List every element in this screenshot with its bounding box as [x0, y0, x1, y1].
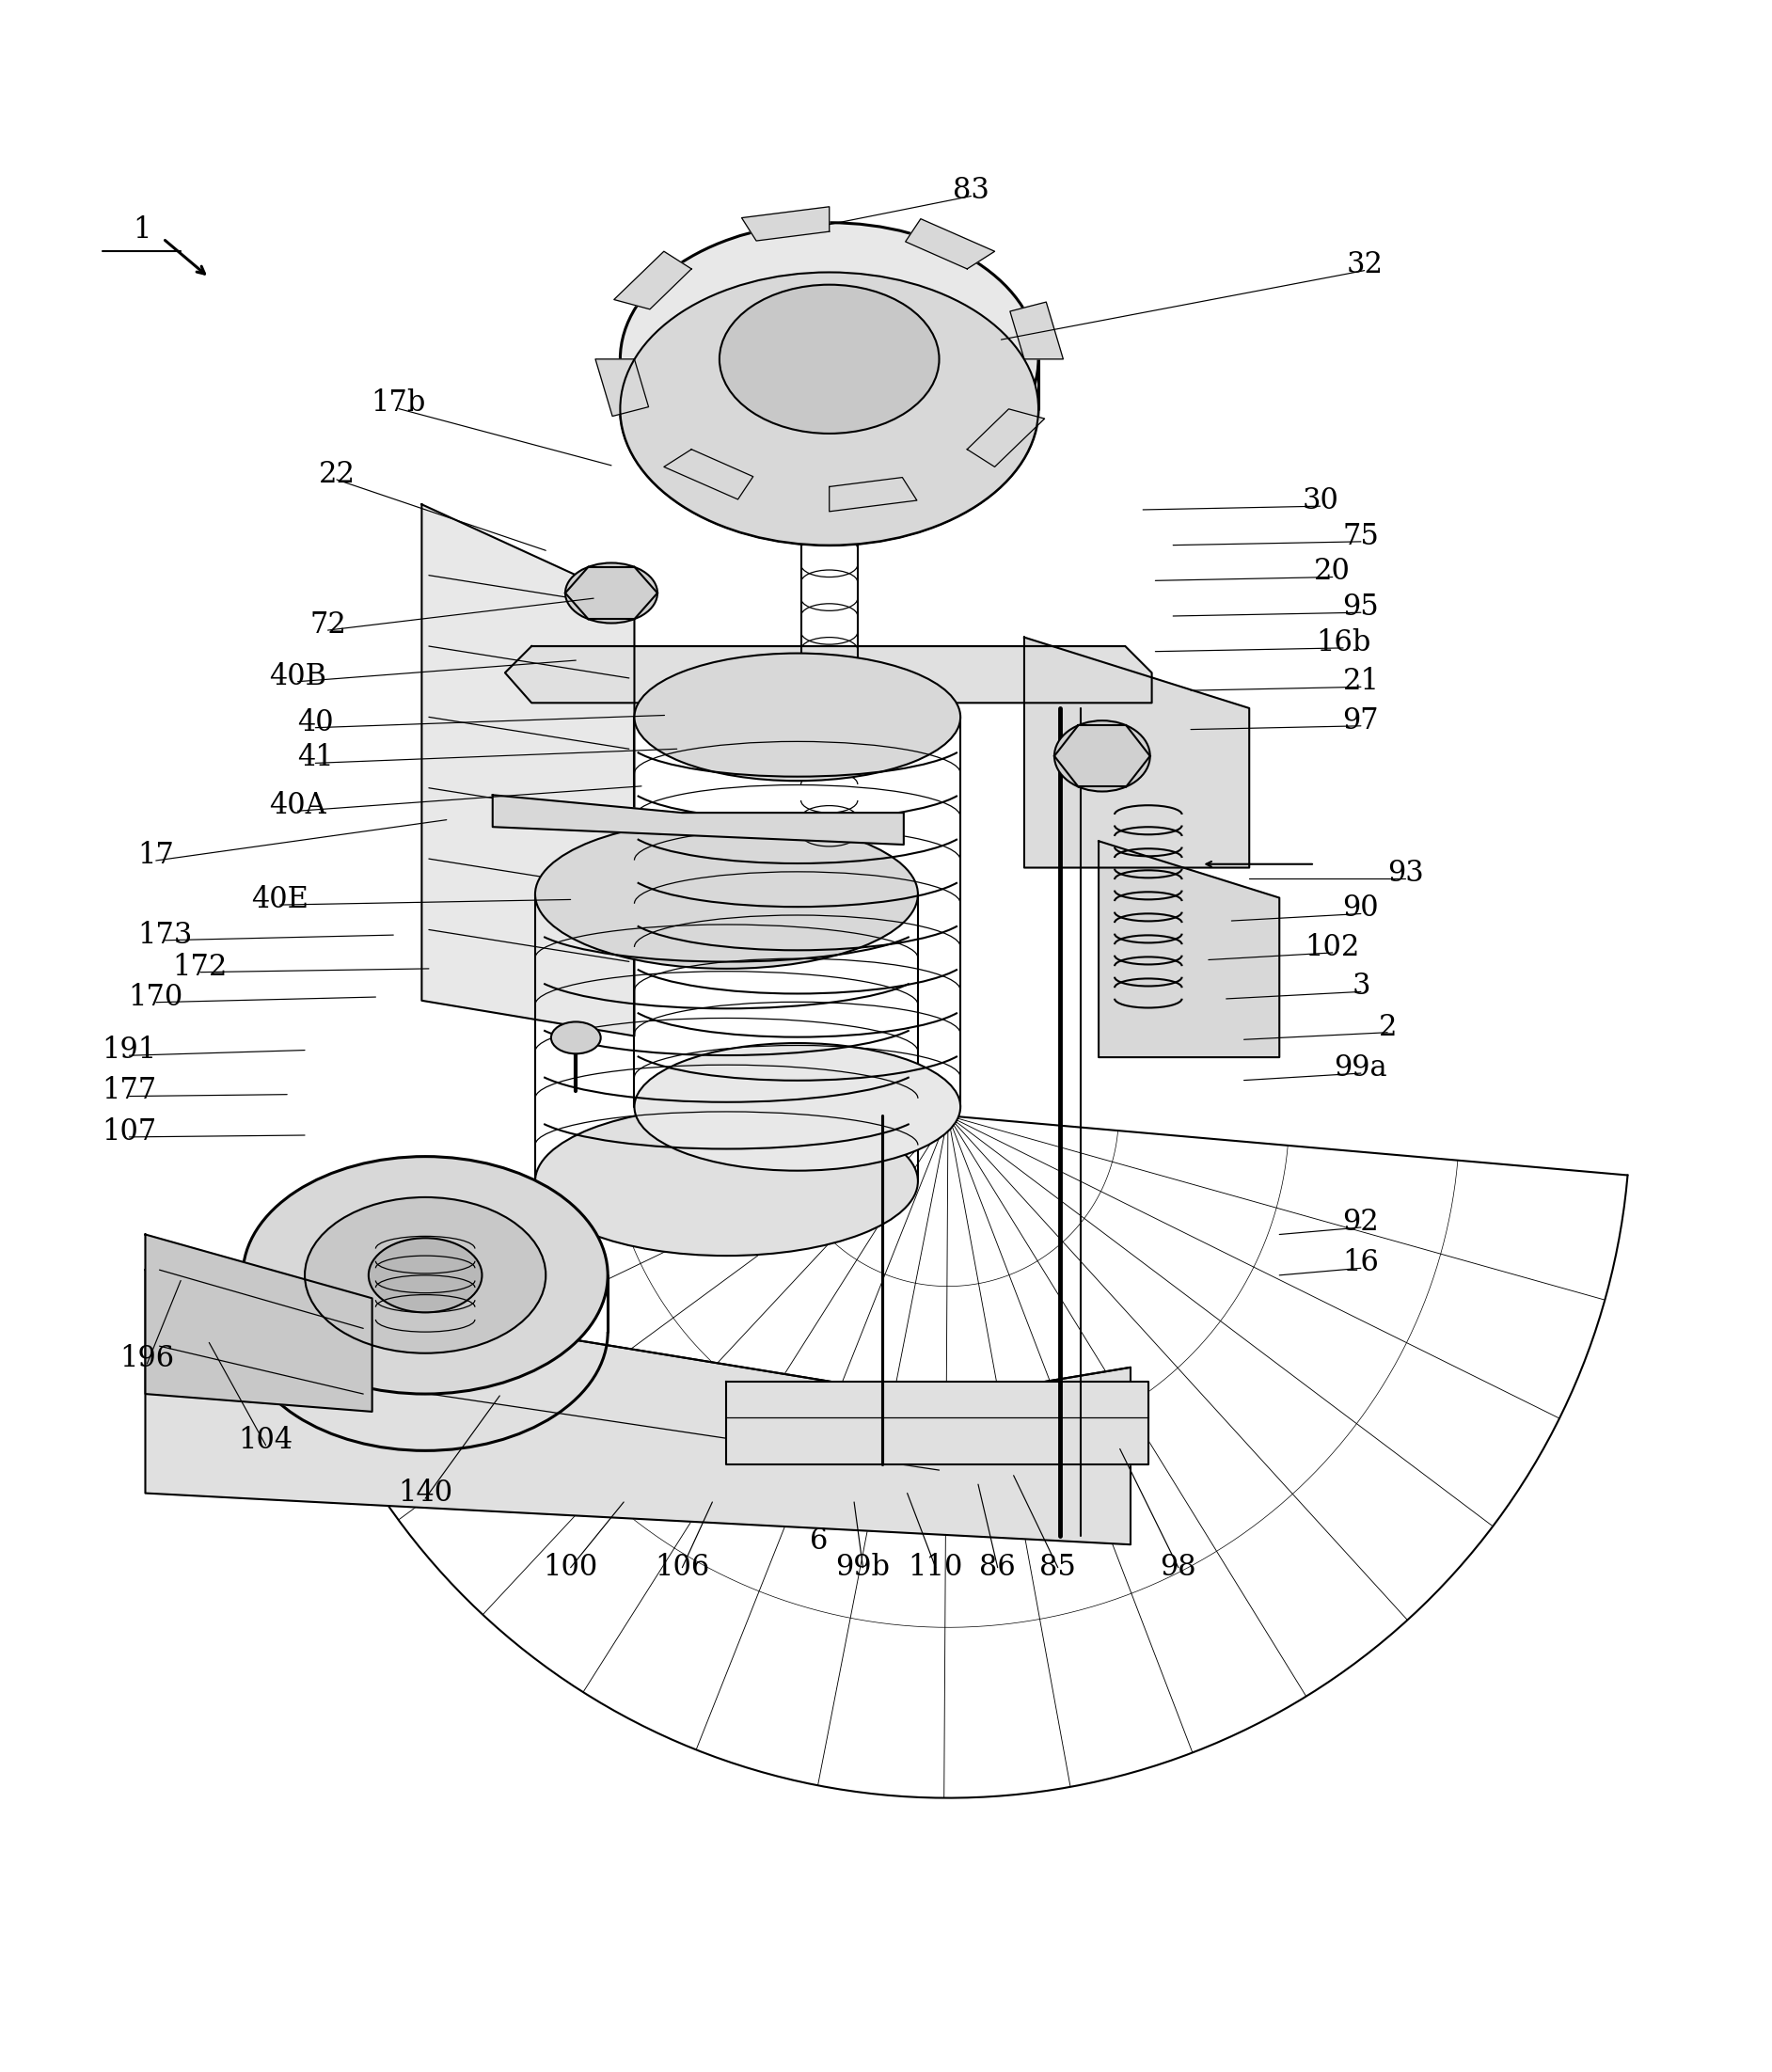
Text: 110: 110: [909, 1554, 962, 1583]
Text: 22: 22: [319, 460, 354, 489]
Text: 21: 21: [1343, 667, 1379, 696]
Polygon shape: [493, 796, 904, 845]
Polygon shape: [145, 1235, 372, 1411]
Text: 100: 100: [544, 1554, 597, 1583]
Ellipse shape: [535, 1106, 918, 1256]
Text: 41: 41: [298, 744, 333, 773]
Text: 2: 2: [1379, 1013, 1396, 1042]
Polygon shape: [829, 477, 916, 512]
Text: 40E: 40E: [252, 885, 308, 914]
Polygon shape: [664, 450, 753, 499]
Polygon shape: [1010, 303, 1063, 358]
Text: 93: 93: [1387, 858, 1423, 887]
Polygon shape: [595, 358, 649, 416]
Text: 83: 83: [953, 176, 989, 205]
Text: 191: 191: [103, 1036, 156, 1065]
Text: 75: 75: [1343, 522, 1379, 551]
Text: 107: 107: [103, 1117, 156, 1146]
Text: 6: 6: [810, 1527, 828, 1556]
Ellipse shape: [719, 284, 939, 433]
Polygon shape: [613, 251, 691, 309]
Text: 3: 3: [1352, 972, 1370, 1001]
Polygon shape: [145, 1270, 1131, 1544]
Text: 196: 196: [120, 1345, 174, 1374]
Polygon shape: [505, 646, 1152, 702]
Text: 177: 177: [103, 1075, 156, 1106]
Polygon shape: [905, 220, 994, 269]
Text: 170: 170: [129, 982, 183, 1011]
Text: 40A: 40A: [269, 792, 326, 821]
Ellipse shape: [634, 653, 960, 781]
Text: 16: 16: [1343, 1247, 1379, 1278]
Text: 173: 173: [138, 920, 191, 949]
Polygon shape: [422, 503, 634, 1036]
Ellipse shape: [620, 222, 1038, 495]
Ellipse shape: [305, 1198, 546, 1353]
Polygon shape: [1099, 841, 1279, 1057]
Ellipse shape: [634, 1042, 960, 1171]
Polygon shape: [727, 1382, 1148, 1465]
Text: 95: 95: [1343, 593, 1379, 622]
Text: 102: 102: [1306, 932, 1359, 961]
Ellipse shape: [620, 271, 1038, 545]
Text: 30: 30: [1302, 487, 1338, 516]
Text: 85: 85: [1040, 1554, 1076, 1583]
Text: 17: 17: [138, 841, 174, 870]
Text: 32: 32: [1347, 251, 1382, 280]
Text: 98: 98: [1161, 1554, 1196, 1583]
Text: 92: 92: [1343, 1208, 1379, 1237]
Text: 90: 90: [1343, 893, 1379, 922]
Text: 97: 97: [1343, 707, 1379, 736]
Text: 40B: 40B: [269, 661, 326, 690]
Text: 1: 1: [133, 215, 151, 244]
Ellipse shape: [551, 1021, 601, 1055]
Polygon shape: [742, 207, 829, 240]
Text: 172: 172: [174, 953, 227, 982]
Polygon shape: [968, 408, 1045, 466]
Ellipse shape: [1054, 721, 1150, 792]
Text: 40: 40: [298, 709, 333, 738]
Text: 17b: 17b: [372, 390, 425, 419]
Text: 104: 104: [239, 1426, 292, 1455]
Text: 106: 106: [656, 1554, 709, 1583]
Text: 16b: 16b: [1317, 628, 1370, 657]
Text: 99b: 99b: [836, 1554, 890, 1583]
Text: 99a: 99a: [1334, 1053, 1387, 1082]
Ellipse shape: [243, 1156, 608, 1394]
Polygon shape: [1024, 638, 1249, 868]
Text: 20: 20: [1315, 557, 1350, 586]
Text: 140: 140: [399, 1479, 452, 1508]
Text: 86: 86: [980, 1554, 1015, 1583]
Text: 72: 72: [310, 611, 346, 640]
Ellipse shape: [535, 821, 918, 970]
Ellipse shape: [369, 1237, 482, 1312]
Ellipse shape: [565, 564, 657, 624]
